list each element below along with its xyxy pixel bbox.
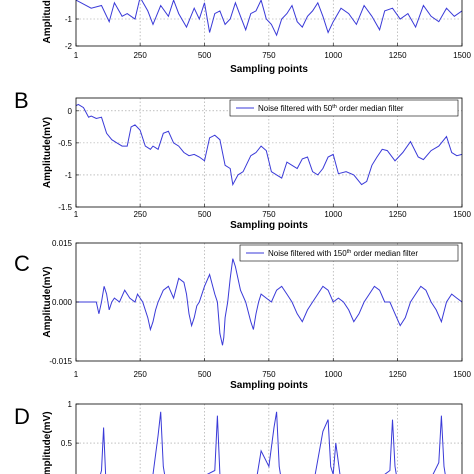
x-tick-label: 1000 (324, 210, 342, 219)
panel-label: D (14, 404, 30, 429)
series-line-a (76, 0, 462, 37)
legend-text: Noise filtered with 150th order median f… (268, 249, 418, 258)
panel-a: 1 250 500 750 1000 1250 1500-2-1AmplitudeSampl… (42, 0, 471, 75)
x-tick-label: 500 (198, 51, 212, 60)
series-line-b (76, 103, 462, 187)
x-tick-label: 1 (74, 51, 79, 60)
panel-label: C (14, 251, 30, 276)
legend-text: Noise filtered with 50th order median fi… (258, 104, 404, 113)
y-tick-label: -1 (65, 15, 73, 24)
panel-d: 1 0.5 Amplitude(mV) D (14, 400, 463, 474)
x-tick-label: 1500 (453, 51, 471, 60)
y-tick-label: -0.015 (49, 357, 72, 366)
x-axis-label: Sampling points (230, 220, 308, 231)
y-tick-label: 0.5 (61, 439, 73, 448)
x-axis-label: Sampling points (230, 64, 308, 75)
x-tick-label: 1000 (324, 370, 342, 379)
y-axis-label: Amplitude (42, 0, 53, 43)
y-tick-label: 0.015 (52, 239, 73, 248)
x-tick-label: 250 (133, 51, 147, 60)
x-axis-label: Sampling points (230, 380, 308, 391)
y-tick-label: -0.5 (58, 139, 72, 148)
x-tick-label: 1 (74, 370, 79, 379)
x-tick-label: 1500 (453, 370, 471, 379)
panel-c: 1 250 500 750 1000 1250 15000.0150.000-0.015Am… (14, 239, 471, 391)
x-tick-label: 250 (133, 370, 147, 379)
x-tick-label: 1000 (324, 51, 342, 60)
y-tick-label: 0 (68, 107, 73, 116)
axes-frame (75, 403, 463, 474)
x-tick-label: 1250 (389, 51, 407, 60)
y-axis-label: Amplitude(mV) (42, 266, 53, 337)
panel-b: 1 250 500 750 1000 1250 15000-0.5-1-1.5Amplitu… (14, 88, 471, 231)
x-tick-label: 750 (262, 370, 276, 379)
y-tick-label: 0.000 (52, 298, 73, 307)
x-tick-label: 1250 (389, 210, 407, 219)
x-tick-label: 500 (198, 370, 212, 379)
y-axis-label: Amplitude(mV) (42, 117, 53, 188)
x-tick-label: 1 (74, 210, 79, 219)
x-tick-label: 500 (198, 210, 212, 219)
y-tick-label: -1.5 (58, 203, 72, 212)
y-tick-label: 1 (68, 400, 73, 409)
legend-box (239, 244, 459, 262)
series-line-c (76, 258, 462, 346)
panel-label: B (14, 88, 29, 113)
x-tick-label: 750 (262, 210, 276, 219)
y-axis-label: Amplitude(mV) (42, 411, 53, 474)
legend-box (229, 99, 459, 117)
y-tick-label: -1 (65, 171, 73, 180)
x-tick-label: 1500 (453, 210, 471, 219)
x-tick-label: 750 (262, 51, 276, 60)
x-tick-label: 250 (133, 210, 147, 219)
y-tick-label: -2 (65, 42, 73, 51)
x-tick-label: 1250 (389, 370, 407, 379)
series-line-d (100, 411, 446, 474)
